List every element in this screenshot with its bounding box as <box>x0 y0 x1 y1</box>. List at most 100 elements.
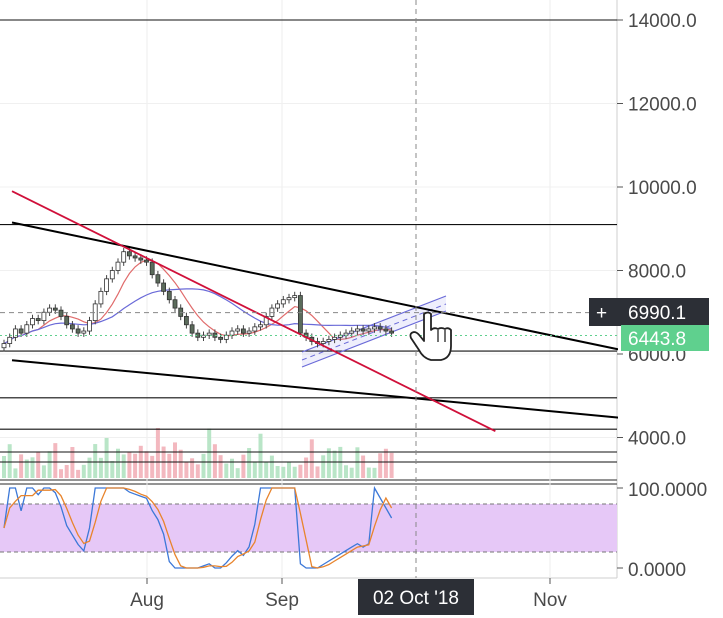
volume-bar <box>133 453 138 478</box>
candle-body <box>332 336 338 340</box>
volume-bar <box>70 447 75 478</box>
candle-body <box>372 326 377 330</box>
candle-body <box>246 330 252 334</box>
price-tick-label: 12000.0 <box>628 95 697 116</box>
volume-bar <box>167 453 172 478</box>
crosshair-date-tag: 02 Oct '18 <box>358 579 474 615</box>
candle-body <box>252 326 258 332</box>
volume-bar <box>7 444 12 478</box>
trendlines <box>11 190 631 433</box>
stochastic-band <box>0 503 617 553</box>
volume-bar <box>298 464 303 478</box>
volume-bar <box>184 462 189 478</box>
price-tick-label: 14000.0 <box>628 11 697 32</box>
price-axis-bg <box>618 0 723 578</box>
candle-body <box>161 282 167 292</box>
hand-cursor-icon <box>409 311 452 361</box>
candle-body <box>155 274 161 284</box>
crosshair <box>0 0 617 578</box>
volume-bar <box>53 443 58 478</box>
candle-body <box>18 328 24 334</box>
volume-bar <box>201 453 206 478</box>
trendline <box>11 221 631 353</box>
volume-bar <box>98 457 103 478</box>
volume-bar <box>349 467 354 478</box>
volume-bar <box>155 428 160 478</box>
candle-body <box>24 324 30 334</box>
volume-bar <box>321 455 326 478</box>
volume-bar <box>13 468 18 478</box>
candle-body <box>1 343 7 349</box>
volume-bar <box>173 442 177 478</box>
candle-body <box>349 330 355 334</box>
volume-bar <box>281 466 286 478</box>
candle-body <box>81 330 87 334</box>
volume-bar <box>36 452 41 478</box>
candle-body <box>218 336 224 340</box>
stochastic-lines <box>3 485 393 569</box>
volume-bar <box>235 468 240 478</box>
channel-mid <box>301 303 447 361</box>
volume-bar <box>275 466 280 478</box>
candle-body <box>70 324 75 330</box>
volume-bar <box>47 451 52 478</box>
time-axis[interactable]: Aug Sep Nov <box>130 578 567 611</box>
volume-bar <box>150 455 155 478</box>
candle-body <box>286 297 292 301</box>
volume-bar <box>344 465 348 478</box>
volume-bar <box>81 464 86 478</box>
volume-bar <box>64 464 69 478</box>
candlesticks <box>1 247 395 352</box>
price-tick-label: 8000.0 <box>628 262 686 283</box>
stochastic-lower-label: 0.0000 <box>628 560 686 581</box>
candle-body <box>104 278 109 292</box>
volume-bar <box>121 454 126 478</box>
volume-bar <box>264 462 269 478</box>
volume-bar <box>366 467 371 478</box>
volume-bar <box>212 444 217 478</box>
candle-body <box>75 328 81 334</box>
volume-bar <box>195 464 200 478</box>
candle-body <box>87 320 92 332</box>
crosshair-price-label: 6990.1 <box>628 303 686 324</box>
volume-bar <box>378 453 383 478</box>
candle-body <box>109 270 115 280</box>
volume-bar <box>269 455 274 478</box>
volume-bar <box>218 455 223 478</box>
volume-bar <box>178 449 183 478</box>
candle-body <box>320 341 326 344</box>
crosshair-price-tag: + 6990.1 <box>589 298 709 326</box>
candle-body <box>115 261 121 271</box>
candle-body <box>292 295 298 299</box>
volume-bar <box>104 437 109 478</box>
volume-bar <box>241 454 246 478</box>
last-price-tag: 6443.8 <box>621 325 709 351</box>
candle-body <box>189 324 195 334</box>
candle-body <box>389 330 395 334</box>
candle-body <box>138 257 144 261</box>
candle-body <box>235 328 241 332</box>
volume-bars <box>2 428 394 478</box>
candle-body <box>7 336 13 344</box>
stochastic-d <box>3 487 393 569</box>
last-price-label: 6443.8 <box>628 329 686 350</box>
trendline <box>11 190 496 433</box>
candle-body <box>127 251 132 257</box>
candle-body <box>240 328 246 334</box>
volume-bar <box>332 450 337 478</box>
volume-bar <box>144 451 149 478</box>
volume-bar <box>361 455 366 478</box>
volume-bar <box>30 457 35 478</box>
candle-body <box>366 328 372 332</box>
candle-body <box>229 330 235 336</box>
candle-body <box>377 326 383 330</box>
trendline <box>11 359 631 420</box>
volume-bar <box>355 447 360 478</box>
volume-bar <box>383 448 388 478</box>
candle-body <box>172 299 178 309</box>
volume-bar <box>110 460 115 478</box>
candle-body <box>47 307 52 313</box>
volume-bar <box>315 466 320 478</box>
